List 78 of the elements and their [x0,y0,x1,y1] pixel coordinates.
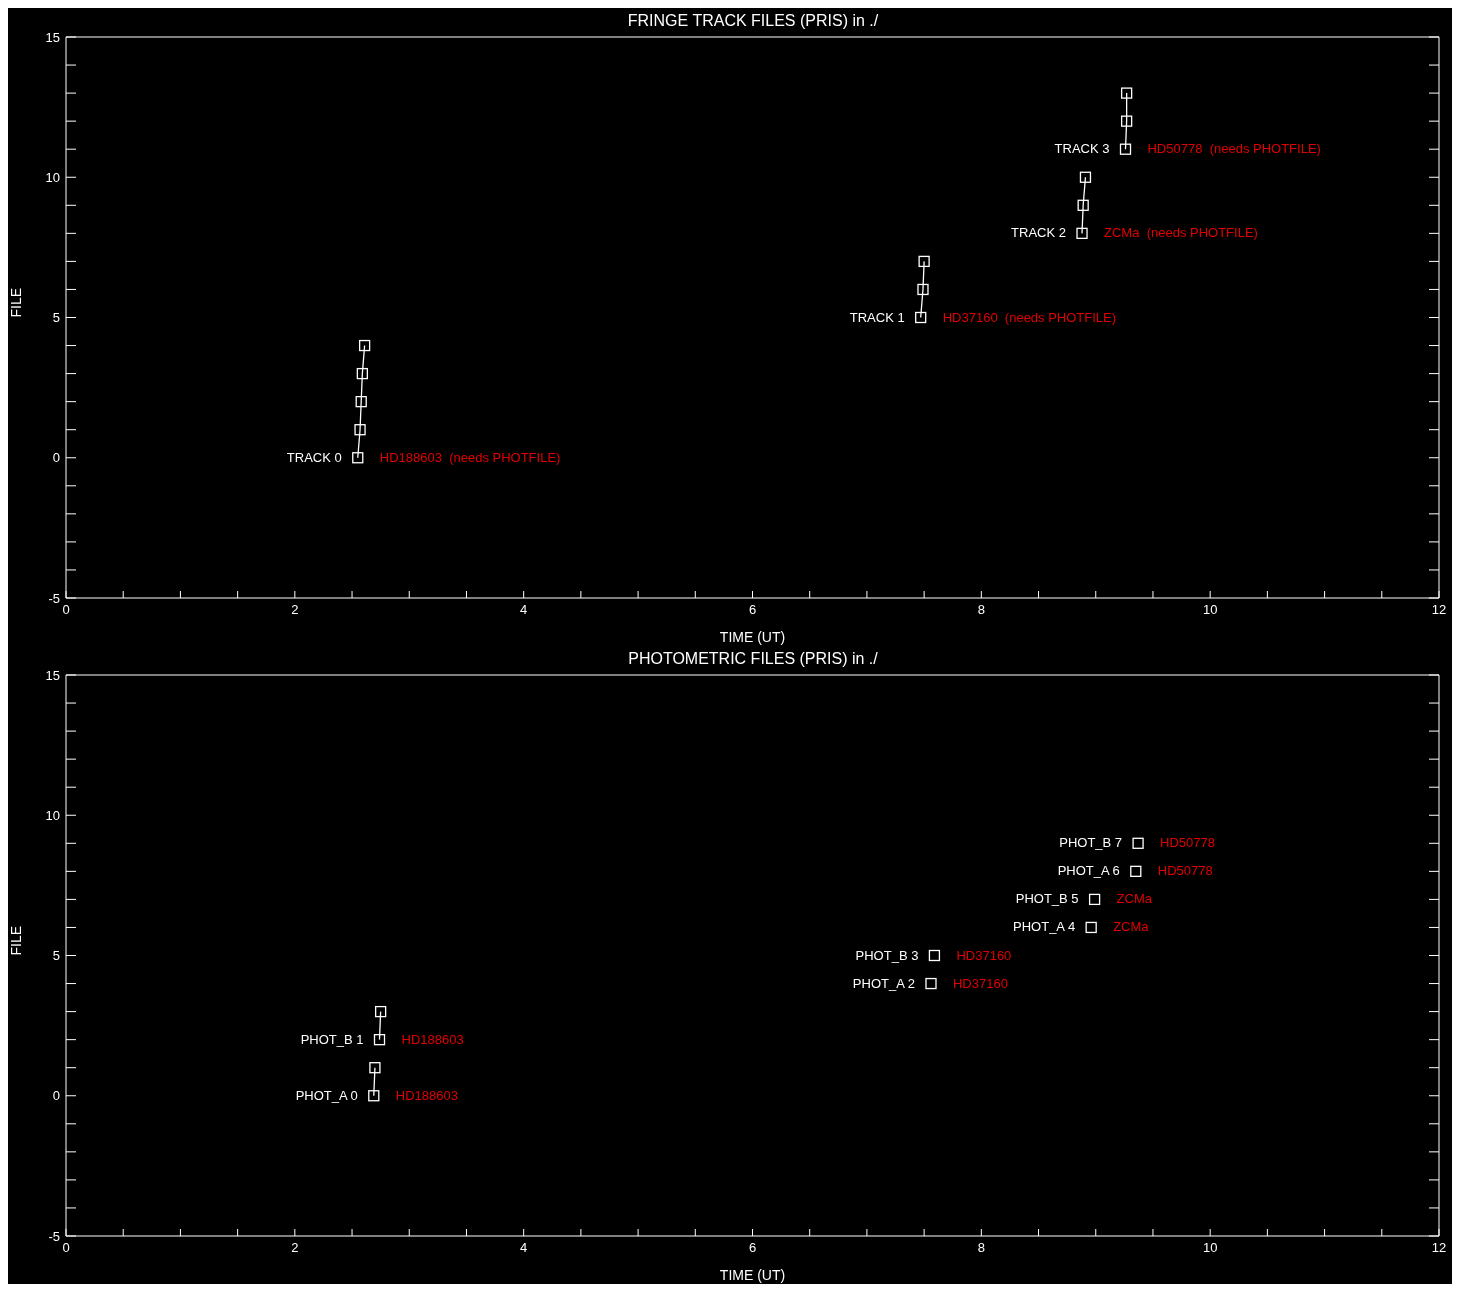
point [917,283,929,296]
y-tick-label: 15 [45,29,60,45]
point [1076,227,1088,239]
series-label: PHOT_B 5 [1015,891,1079,907]
annotation: ZCMa [1116,891,1153,907]
series-label: PHOT_B 7 [1059,835,1123,851]
annotation: HD50778 (needs PHOTFILE) [1147,141,1321,157]
x-tick-label: 12 [1431,1240,1447,1256]
x-tick-label: 6 [748,602,757,618]
point [1085,921,1097,934]
point [918,255,930,268]
point [375,1005,387,1018]
x-tick-label: 2 [291,602,299,618]
annotation: HD188603 [401,1031,464,1047]
point [915,311,927,324]
point [355,396,367,408]
point [358,339,371,352]
point [1079,171,1092,183]
x-tick-label: 0 [62,1240,70,1256]
x-tick-label: 6 [748,1240,757,1256]
series-label: TRACK 2 [1011,225,1067,241]
point [1088,893,1101,906]
annotation: HD50778 [1160,835,1216,851]
y-tick-label: 0 [52,1088,60,1104]
y-axis-title: FILE [7,287,24,318]
point [1077,199,1089,211]
x-tick-label: 10 [1202,602,1218,618]
x-axis-title: TIME (UT) [719,629,786,645]
point [1119,143,1132,155]
series-label: PHOT_A 6 [1057,863,1120,879]
chart-title: FRINGE TRACK FILES (PRIS) in ./ [626,12,880,30]
point [354,424,366,436]
point [368,1090,380,1102]
series-label: TRACK 1 [849,309,905,325]
point [1130,865,1142,877]
y-tick-label: 10 [45,807,60,823]
series-label: TRACK 3 [1054,141,1110,157]
point [373,1034,386,1046]
x-tick-label: 12 [1431,602,1447,618]
y-tick-label: 5 [52,310,60,326]
y-tick-label: 10 [45,169,60,185]
point [369,1062,381,1074]
point [1120,87,1133,99]
point [1120,115,1133,127]
x-tick-label: 8 [977,602,985,618]
x-tick-label: 4 [520,1240,528,1256]
x-tick-label: 4 [520,602,528,618]
chart-title: PHOTOMETRIC FILES (PRIS) in ./ [627,650,879,668]
series-label: PHOT_A 0 [295,1087,358,1103]
x-axis-title: TIME (UT) [719,1267,786,1283]
y-tick-label: 0 [52,450,60,466]
y-tick-label: 15 [45,667,60,683]
annotation: HD188603 [395,1087,458,1103]
x-tick-label: 10 [1202,1240,1218,1256]
y-tick-label: -5 [48,1228,60,1244]
y-tick-label: -5 [48,590,60,606]
point [925,977,937,990]
x-tick-label: 0 [62,602,70,618]
annotation: HD188603 (needs PHOTFILE) [379,449,561,465]
annotation: ZCMa (needs PHOTFILE) [1104,225,1258,241]
y-axis-title: FILE [7,925,24,956]
annotation: HD37160 [956,947,1012,963]
series-label: PHOT_A 4 [1013,919,1076,935]
annotation: HD37160 (needs PHOTFILE) [942,309,1117,325]
series-label: PHOT_B 3 [855,947,919,963]
annotation: HD50778 [1157,863,1213,879]
y-tick-label: 5 [52,948,60,964]
point [356,367,368,380]
point [1132,837,1144,849]
series-label: TRACK 0 [286,449,342,465]
annotation: ZCMa [1113,919,1150,935]
annotation: HD37160 [952,975,1008,991]
series-label: PHOT_A 2 [852,975,915,991]
point [928,949,941,962]
series-label: PHOT_B 1 [300,1031,364,1047]
point [352,452,364,464]
x-tick-label: 8 [977,1240,985,1256]
x-tick-label: 2 [291,1240,299,1256]
